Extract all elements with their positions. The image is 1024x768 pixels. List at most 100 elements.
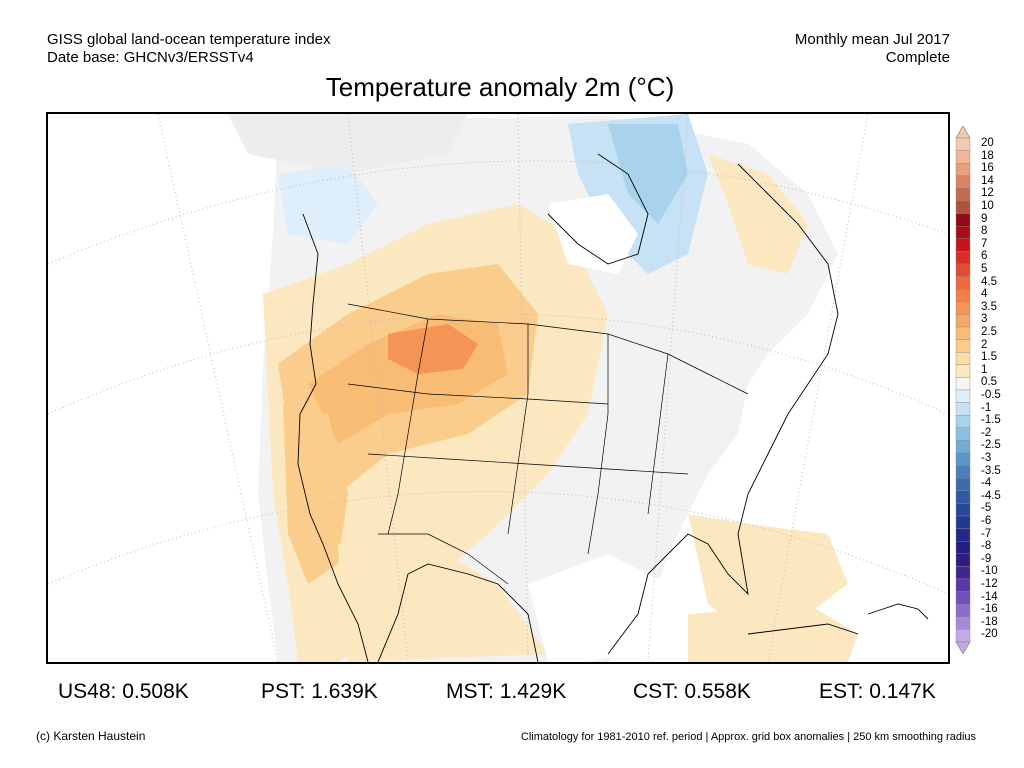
copyright: (c) Karsten Haustein [36,729,146,743]
stat-us48: US48: 0.508K [58,678,189,706]
colorbar-swatch [955,541,971,555]
colorbar-tick-label: 2 [981,338,988,351]
colorbar-arrow-bottom [955,641,971,654]
colorbar-swatch [955,364,971,378]
anomaly-map [46,112,950,664]
data-base: Date base: GHCNv3/ERSSTv4 [47,49,254,66]
colorbar-swatch [955,377,971,391]
colorbar-swatch [955,251,971,265]
stat-value: 1.429K [499,680,567,703]
colorbar-swatch [955,314,971,328]
map-title: Temperature anomaly 2m (°C) [325,72,675,102]
colorbar-swatch [955,225,971,239]
colorbar-swatch [955,188,971,202]
colorbar-tick-label: 3.5 [981,300,997,313]
stat-label: PST: [261,680,306,703]
stat-label: CST: [633,680,679,703]
period-label: Monthly mean Jul 2017 [794,31,950,48]
land-arctic [228,114,468,174]
colorbar-swatch [955,490,971,504]
colorbar-tick-label: -2.5 [981,439,1001,452]
graticule [48,114,948,662]
colorbar-tick-label: -18 [981,615,998,628]
stat-label: MST: [446,680,494,703]
colorbar-swatch [955,137,971,151]
colorbar-tick-label: -4 [981,477,992,490]
colorbar-tick-label: -8 [981,540,992,553]
colorbar-swatch [955,415,971,429]
stat-value: 0.558K [684,680,751,703]
colorbar-tick-label: -10 [981,565,998,578]
colorbar-swatch [955,389,971,403]
colorbar-tick-label: 9 [981,212,988,225]
stat-label: US48: [58,680,117,703]
colorbar-tick-label: 1 [981,363,988,376]
colorbar-tick-label: -16 [981,603,998,616]
colorbar-swatch [955,604,971,618]
colorbar-swatch [955,175,971,189]
colorbar-tick-label: -4.5 [981,489,1001,502]
colorbar-tick-label: -7 [981,527,992,540]
anomaly-hudson-cool2 [608,124,688,224]
stat-value: 0.508K [122,680,189,703]
anomaly-alaska-cool [278,164,378,244]
stat-cst: CST: 0.558K [633,678,751,706]
colorbar-swatch [955,578,971,592]
colorbar-swatch [955,402,971,416]
colorbar-tick-label: -6 [981,515,992,527]
colorbar-swatch [955,213,971,227]
colorbar-swatch [955,478,971,492]
anomaly-westcoast [283,404,348,584]
political-borders [347,303,749,585]
colorbar-tick-label: 0.5 [981,376,997,389]
header-right: Monthly mean Jul 2017 Complete [795,31,950,67]
colorbar-tick-label: -3 [981,452,992,464]
colorbar-swatch [955,452,971,466]
colorbar-tick-label: -20 [981,628,998,641]
stat-est: EST: 0.147K [819,678,936,706]
colorbar-tick-label: -5 [981,502,992,515]
colorbar-tick-label: 10 [981,200,994,212]
colorbar-tick-label: 5 [981,263,988,275]
header-left: GISS global land-ocean temperature index… [47,31,331,67]
colorbar-swatch [955,301,971,315]
colorbar-tick-label: 3 [981,313,988,326]
colorbar-tick-label: -2 [981,426,992,439]
colorbar-tick-label: 14 [981,174,994,187]
colorbar-swatch [955,515,971,529]
coastlines [297,153,929,662]
colorbar-tick-label: -0.5 [981,389,1001,401]
dataset-name: GISS global land-ocean temperature index [47,31,331,48]
colorbar-tick-label: 12 [981,187,994,200]
colorbar-tick-label: -14 [981,590,998,603]
colorbar-tick-label: 8 [981,225,988,238]
colorbar-tick-label: -12 [981,578,998,590]
no-data-hudson-bay [548,194,638,274]
colorbar-swatch [955,200,971,214]
colorbar-swatch [955,440,971,454]
colorbar-tick-label: -3.5 [981,464,1001,477]
stat-pst: PST: 1.639K [261,678,378,706]
colorbar-tick-label: 2.5 [981,326,997,338]
colorbar-tick-label: 7 [981,237,988,250]
anomaly-labrador [708,154,808,274]
colorbar-tick-label: -1.5 [981,414,1001,427]
colorbar-arrow-top [955,126,971,139]
colorbar-swatch [955,288,971,302]
colorbar-tick-label: 16 [981,162,994,175]
completeness-label: Complete [885,49,950,66]
colorbar-swatch [955,591,971,605]
colorbar-swatch [955,163,971,177]
no-data-ocean-south [528,554,688,662]
stat-value: 1.639K [311,680,378,703]
map-canvas [48,114,948,662]
colorbar [955,126,971,654]
colorbar-swatch [955,351,971,365]
colorbar-tick-label: 4 [981,288,988,301]
stat-label: EST: [819,680,864,703]
colorbar-tick-label: 1.5 [981,351,997,364]
colorbar-swatch [955,629,971,643]
colorbar-swatch [955,150,971,164]
colorbar-tick-label: 20 [981,137,994,149]
method-note: Climatology for 1981-2010 ref. period | … [520,731,976,743]
